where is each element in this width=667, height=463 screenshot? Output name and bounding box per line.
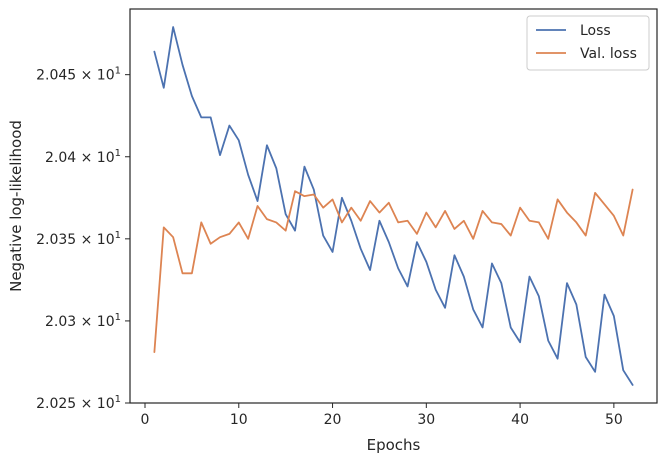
plot-background [130, 9, 657, 403]
x-tick-label: 20 [324, 412, 342, 428]
y-tick-label: 2.025 × 101 [36, 394, 121, 412]
x-tick-label: 0 [141, 412, 150, 428]
series-line-loss [153, 26, 634, 386]
series-line-val-loss [153, 188, 634, 354]
x-axis-label: Epochs [367, 436, 421, 454]
plot-frame [129, 8, 658, 404]
y-axis: 2.025 × 101 2.03 × 101 2.035 × 101 2.04 × 1… [36, 66, 130, 412]
x-tick-label: 40 [511, 412, 529, 428]
y-axis-label: Negative log-likelihood [7, 120, 25, 292]
x-tick-label: 30 [417, 412, 435, 428]
y-tick-label: 2.04 × 101 [45, 148, 121, 166]
x-tick-label: 10 [230, 412, 248, 428]
y-tick-label: 2.045 × 101 [36, 66, 121, 84]
legend-label-val-loss: Val. loss [580, 46, 637, 62]
y-tick-label: 2.035 × 101 [36, 230, 121, 248]
x-axis: 0 10 20 30 40 50 [141, 403, 623, 428]
legend-label-loss: Loss [580, 23, 611, 39]
y-tick-label: 2.03 × 101 [45, 312, 121, 330]
x-tick-label: 50 [605, 412, 623, 428]
series-layer [153, 26, 634, 386]
legend: Loss Val. loss [526, 15, 650, 71]
